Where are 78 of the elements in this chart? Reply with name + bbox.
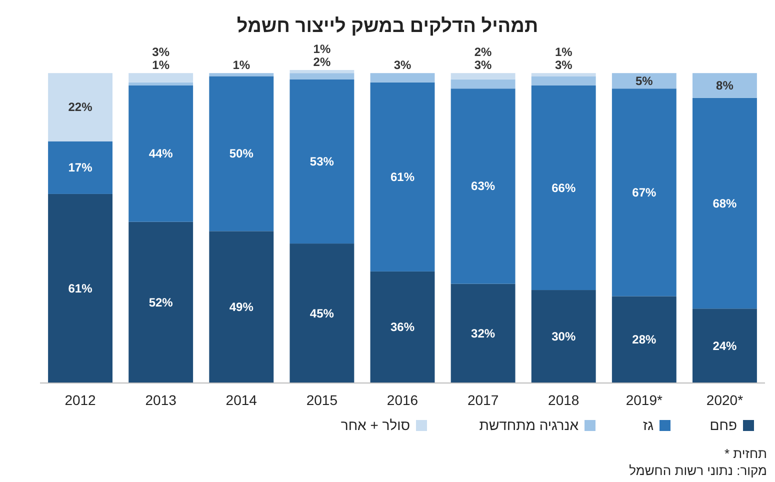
- data-label: 30%: [552, 330, 576, 344]
- data-label: 5%: [635, 74, 654, 88]
- x-tick-label: 2016: [386, 392, 418, 408]
- bar: [612, 296, 676, 383]
- bar: [612, 88, 676, 296]
- x-tick-label: 2014: [226, 392, 258, 408]
- data-label: 3%: [554, 58, 573, 72]
- bar: [531, 290, 596, 383]
- data-label: 3%: [474, 58, 492, 72]
- bar: [209, 231, 274, 383]
- bar: [128, 222, 194, 383]
- bar: [450, 73, 516, 80]
- data-label: 2%: [313, 55, 331, 69]
- data-label: 66%: [552, 180, 576, 195]
- bar: [290, 244, 354, 383]
- data-label: 36%: [390, 320, 415, 334]
- x-tick-label: 2015: [306, 392, 338, 408]
- bar: [612, 73, 676, 89]
- data-label: 1%: [232, 58, 250, 72]
- data-label: 22%: [68, 100, 93, 114]
- bar: [48, 194, 112, 383]
- data-label: 1%: [152, 58, 170, 72]
- data-label: 68%: [712, 196, 738, 210]
- data-label: 67%: [632, 185, 656, 200]
- bar: [290, 70, 354, 74]
- bar: [209, 76, 274, 232]
- legend-label: אנרגיה מתחדשת: [479, 417, 579, 433]
- data-label: 61%: [390, 170, 415, 184]
- bar: [128, 82, 194, 86]
- x-tick-label: 2019*: [626, 392, 664, 408]
- data-label: 3%: [152, 45, 170, 60]
- data-label: 49%: [229, 300, 254, 314]
- text: מקור: נתוני רשות החשמל: [629, 463, 767, 478]
- data-label: 44%: [148, 146, 174, 161]
- bar: [692, 308, 757, 383]
- data-label: 61%: [68, 281, 93, 296]
- legend-label: פחם: [710, 417, 737, 433]
- x-tick-label: 2012: [64, 392, 96, 408]
- bar: [128, 85, 194, 222]
- data-label: 1%: [313, 42, 331, 56]
- bar: [450, 284, 516, 383]
- data-label: 17%: [68, 160, 93, 175]
- data-label: 28%: [632, 332, 656, 347]
- text: * תחזית: [724, 446, 767, 461]
- bar: [370, 82, 435, 272]
- bar: [370, 271, 435, 383]
- bar: [290, 73, 354, 80]
- x-tick-label: 2013: [145, 392, 177, 408]
- data-label: 52%: [148, 295, 174, 310]
- data-label: 24%: [712, 338, 738, 353]
- data-label: 1%: [554, 45, 573, 60]
- x-tick-label: 2017: [467, 392, 499, 408]
- bar: [48, 141, 112, 194]
- data-label: 50%: [229, 146, 254, 161]
- bar: [692, 98, 757, 309]
- data-label: 3%: [394, 58, 412, 72]
- bar: [531, 73, 596, 76]
- bar: [531, 85, 596, 290]
- bar: [531, 76, 596, 86]
- bar: [209, 73, 274, 76]
- bar: [692, 73, 757, 98]
- x-tick-label: 2018: [548, 392, 580, 408]
- legend-label: גז: [643, 417, 654, 433]
- x-tick-label: 2020*: [706, 392, 744, 408]
- bar: [290, 79, 354, 244]
- bar: [450, 79, 516, 89]
- data-label: 2%: [474, 45, 492, 60]
- legend-label: סולר + אחר: [340, 417, 410, 433]
- chart-title: תמהיל הדלקים במשק לייצור חשמל: [236, 16, 538, 37]
- bar: [48, 73, 112, 142]
- bar: [128, 73, 194, 82]
- data-label: 8%: [716, 78, 734, 92]
- data-label: 32%: [471, 326, 496, 340]
- bar: [370, 73, 435, 82]
- data-label: 63%: [471, 179, 496, 194]
- data-label: 53%: [310, 154, 334, 168]
- data-label: 45%: [310, 306, 334, 320]
- bar: [450, 88, 516, 284]
